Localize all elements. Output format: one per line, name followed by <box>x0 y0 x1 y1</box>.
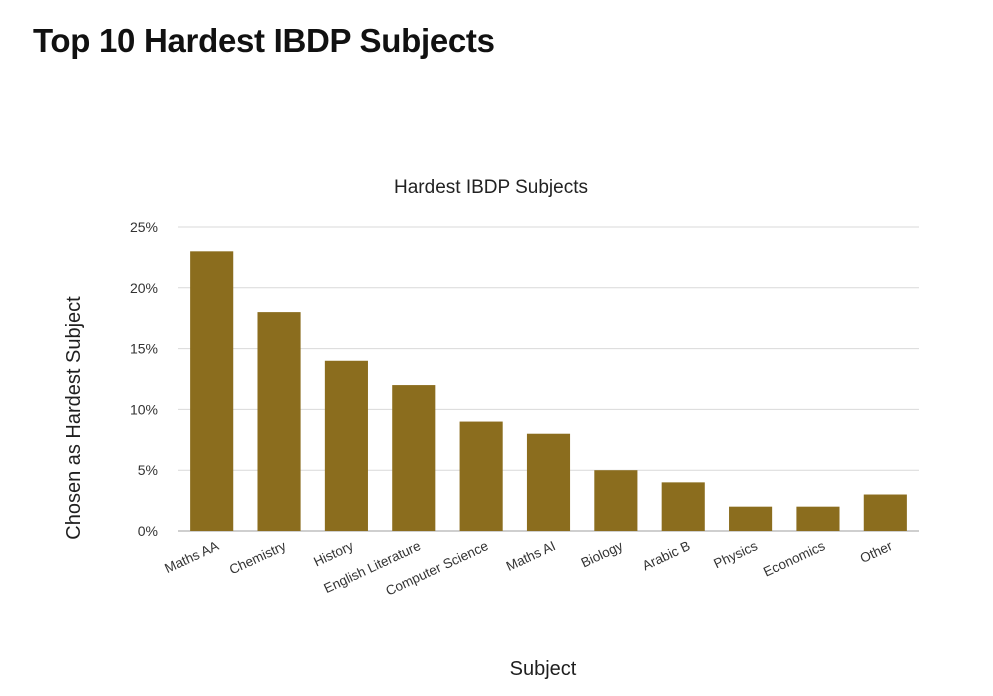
bar <box>796 506 840 531</box>
x-tick-label: Chemistry <box>227 538 289 577</box>
y-axis-title: Chosen as Hardest Subject <box>63 296 85 540</box>
bar <box>257 312 301 531</box>
y-axis-ticks: 0% 5% 10% 15% 20% 25% <box>130 219 158 539</box>
x-tick-label: Biology <box>579 538 626 570</box>
x-tick-label: History <box>311 538 356 569</box>
bar <box>459 421 503 531</box>
bars <box>190 251 907 531</box>
bar <box>594 470 638 531</box>
chart-title: Hardest IBDP Subjects <box>394 177 588 198</box>
bar <box>190 251 234 531</box>
y-tick-label: 5% <box>138 462 158 478</box>
bar <box>392 385 436 531</box>
y-tick-label: 20% <box>130 280 158 296</box>
x-tick-label: Maths AI <box>504 538 558 574</box>
x-tick-label: Arabic B <box>640 538 693 573</box>
page-title: Top 10 Hardest IBDP Subjects <box>33 22 495 59</box>
x-axis-title: Subject <box>510 658 577 680</box>
x-tick-label: Economics <box>761 538 827 580</box>
bar <box>863 494 907 531</box>
y-tick-label: 15% <box>130 341 158 357</box>
x-tick-label: Maths AA <box>162 538 221 576</box>
y-tick-label: 0% <box>138 523 158 539</box>
y-tick-label: 10% <box>130 401 158 417</box>
bar <box>526 433 571 531</box>
y-tick-label: 25% <box>130 219 158 235</box>
bar <box>661 482 705 531</box>
x-tick-label: Other <box>858 538 895 566</box>
bar <box>324 360 368 531</box>
x-tick-label: Physics <box>711 538 760 571</box>
bar <box>729 506 773 531</box>
